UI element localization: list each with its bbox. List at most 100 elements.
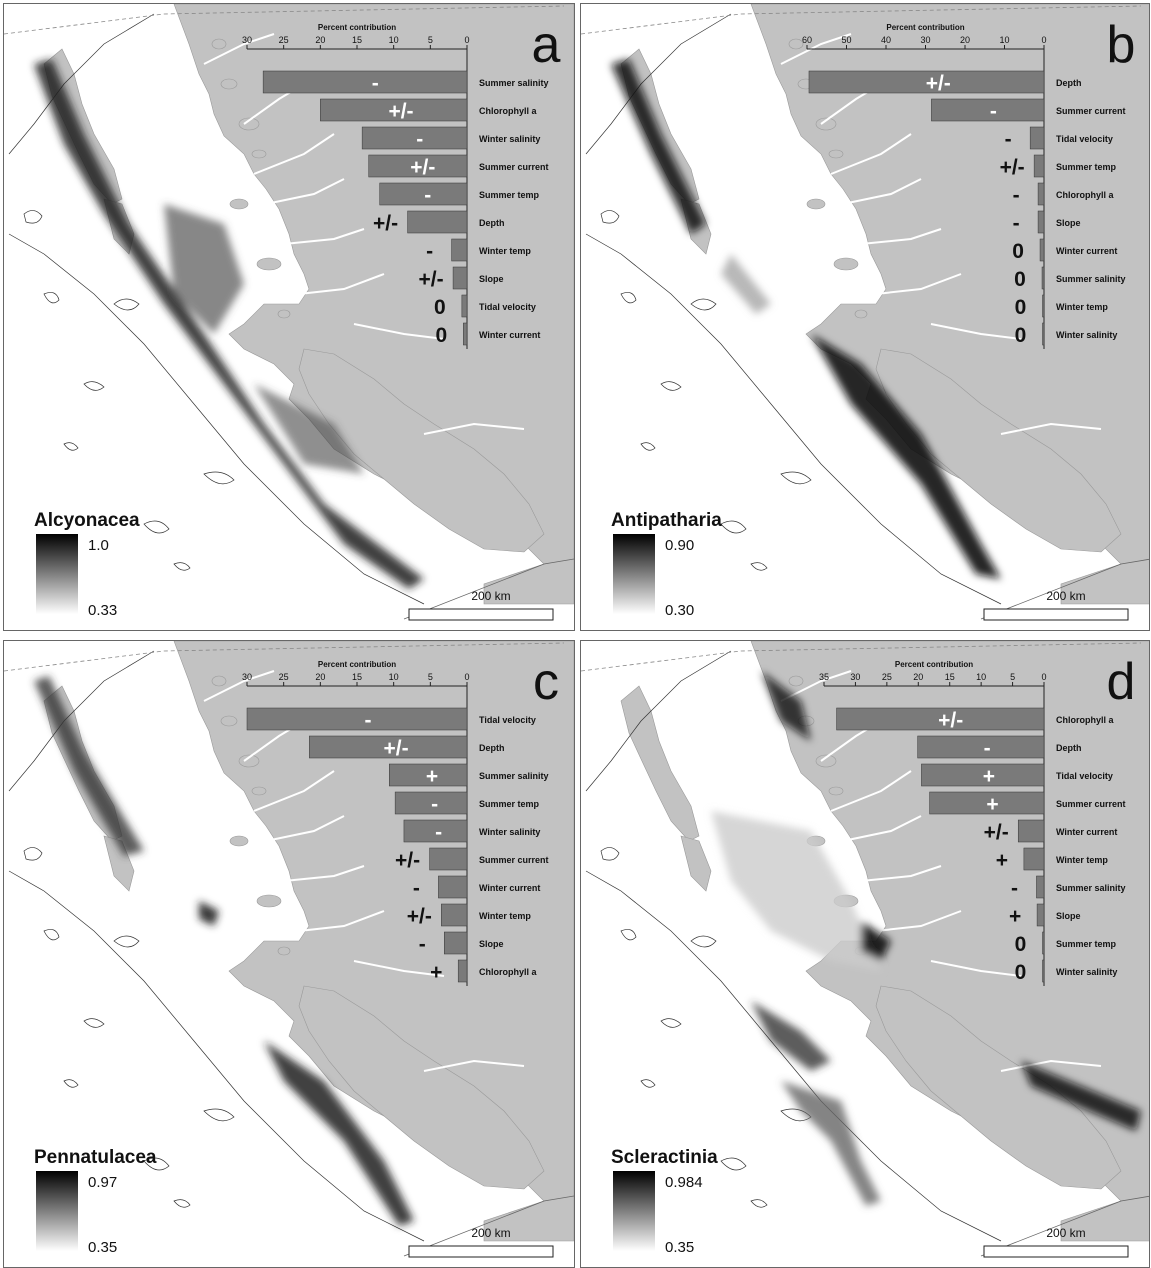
contour [173, 562, 191, 571]
legend-gradient [36, 534, 78, 614]
small-island [277, 946, 291, 956]
inlet [860, 228, 942, 245]
legend-low: 0.30 [665, 602, 694, 619]
scale-rect [408, 1245, 554, 1258]
bar-label: Winter temp [479, 911, 531, 921]
bar-label: Slope [1056, 911, 1081, 921]
x-tick-label: 5 [428, 35, 433, 45]
suitability-patch [721, 254, 771, 314]
suitability-patch [611, 59, 706, 234]
scale-rect [983, 608, 1129, 621]
small-island [256, 257, 282, 271]
contour [660, 381, 682, 391]
inlet [353, 960, 445, 977]
contour [780, 471, 812, 485]
sign-label: +/- [388, 100, 413, 123]
legend-low: 0.33 [88, 602, 117, 619]
x-tick-label: 10 [976, 672, 986, 682]
bar-label: Winter current [1056, 246, 1117, 256]
shelf-line [8, 233, 425, 605]
inlets [780, 670, 1102, 1072]
suitability-patch [861, 921, 891, 961]
inlet [265, 815, 345, 842]
small-island [815, 754, 837, 768]
scale-bar: 200 km [408, 1226, 554, 1258]
x-tick-label: 0 [1041, 35, 1046, 45]
inlet [875, 910, 962, 932]
legend-gradient [36, 1171, 78, 1251]
sign-label: 0 [1015, 324, 1027, 347]
contribution-bar [1042, 322, 1045, 346]
shelf-edge-line [585, 13, 732, 155]
inlet [423, 422, 525, 435]
contribution-bar [444, 931, 468, 955]
small-island [256, 894, 282, 908]
taxon-title: Antipatharia [611, 510, 722, 531]
x-tick-label: 30 [242, 35, 252, 45]
sign-label: - [431, 793, 438, 816]
shelf-edge-line [8, 13, 155, 155]
bar-label: Summer temp [1056, 162, 1117, 172]
small-island [229, 198, 249, 210]
contour [143, 1157, 170, 1171]
small-island [788, 38, 804, 50]
scale-bar: 200 km [983, 1226, 1129, 1258]
bar-label: Depth [479, 743, 505, 753]
contribution-bar [368, 154, 468, 178]
contour [600, 847, 620, 861]
contribution-bar [1036, 875, 1045, 899]
contour [720, 520, 747, 534]
contribution-bar [438, 875, 468, 899]
x-tick-label: 35 [819, 672, 829, 682]
sign-label: - [1011, 877, 1018, 900]
contour [640, 1079, 656, 1088]
bar-label: Summer temp [1056, 939, 1117, 949]
axis-title: Percent contribution [886, 23, 964, 32]
sign-label: - [419, 933, 426, 956]
sign-label: + [430, 961, 442, 984]
legend-gradient [613, 534, 655, 614]
boundary-line [4, 5, 565, 35]
legend-high: 0.90 [665, 537, 694, 554]
boundary-line [581, 5, 1142, 35]
sign-label: - [372, 72, 379, 95]
panel-letter: d [1107, 653, 1136, 711]
inlet [253, 770, 335, 812]
vancouver-island [298, 985, 545, 1190]
small-island [815, 117, 837, 131]
x-tick-label: 30 [920, 35, 930, 45]
bar-label: Chlorophyll a [1056, 190, 1114, 200]
bar-label: Slope [479, 274, 504, 284]
x-tick-label: 25 [279, 35, 289, 45]
sign-label: +/- [1000, 156, 1025, 179]
contour [620, 292, 637, 304]
contour [660, 1018, 682, 1028]
small-island [220, 78, 238, 90]
shelf-line [585, 233, 1002, 605]
contribution-chart: Percent contribution 35 30 25 20 15 10 5 0 Chloro… [819, 660, 1126, 986]
legend-gradient [613, 1171, 655, 1251]
axis-title: Percent contribution [895, 660, 973, 669]
scale-label: 200 km [1046, 1226, 1085, 1240]
bar-label: Winter salinity [1056, 330, 1117, 340]
contours [8, 13, 425, 605]
contour [23, 847, 43, 861]
scale-rect [408, 608, 554, 621]
legend-high: 1.0 [88, 537, 109, 554]
x-tick-label: 5 [428, 672, 433, 682]
island-north [620, 685, 700, 842]
bar-label: Chlorophyll a [1056, 715, 1114, 725]
contribution-bar [1039, 238, 1045, 262]
x-tick-label: 15 [945, 672, 955, 682]
sign-label: 0 [1015, 933, 1027, 956]
small-island [854, 309, 868, 319]
scale-bar: 200 km [983, 589, 1129, 621]
small-island [229, 835, 249, 847]
bar-label: Tidal velocity [479, 715, 536, 725]
inlet [930, 323, 1022, 340]
contour [43, 292, 60, 304]
sign-label: +/- [384, 737, 409, 760]
contour [750, 562, 768, 571]
contour [43, 929, 60, 941]
contribution-bar [1042, 294, 1045, 318]
